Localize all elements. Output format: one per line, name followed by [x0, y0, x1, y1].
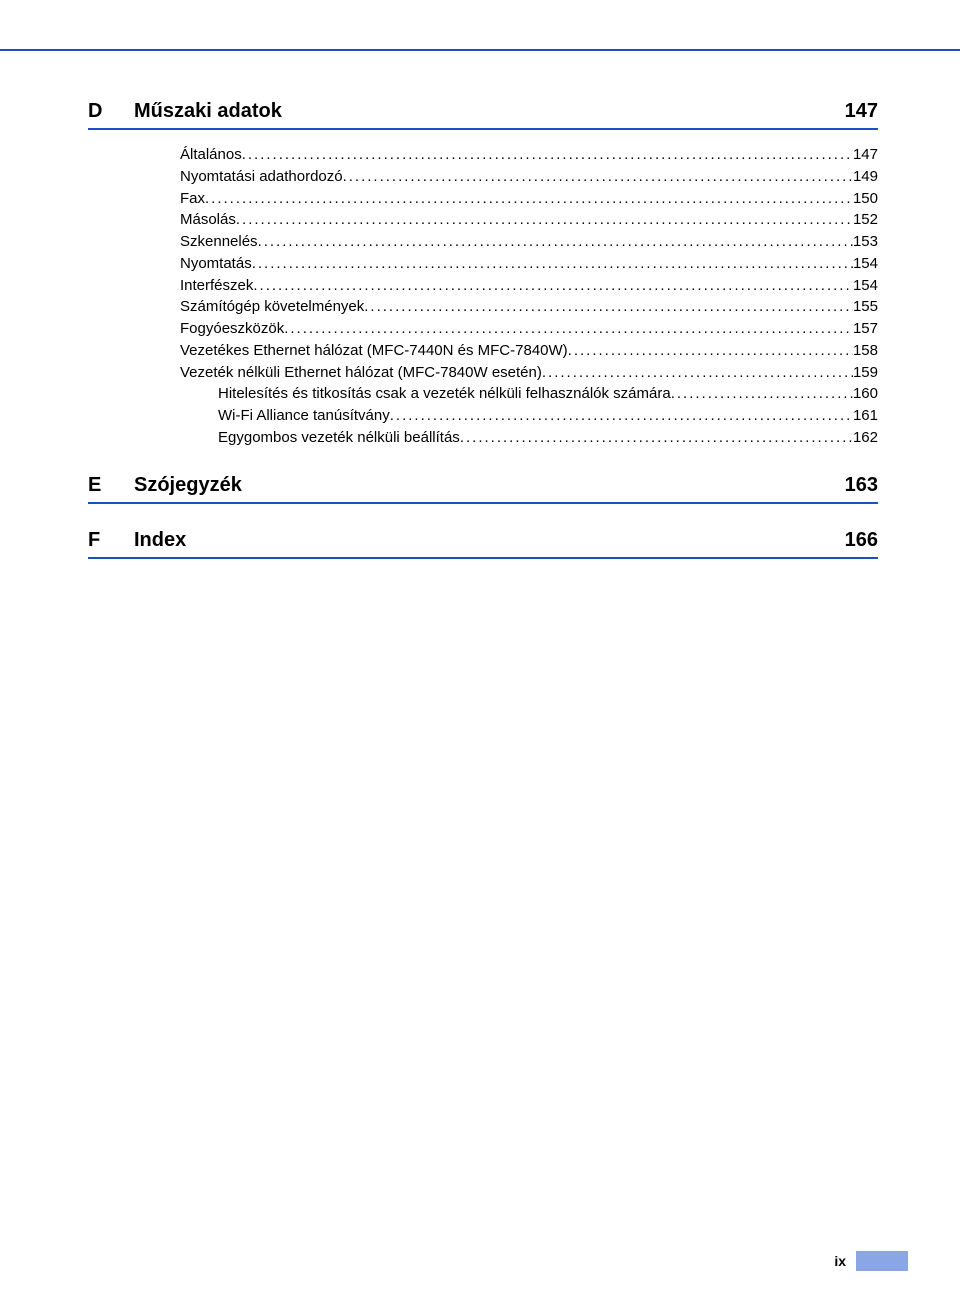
toc-entry: Fax 150: [180, 188, 878, 210]
toc-entry-page[interactable]: 157: [853, 318, 878, 340]
toc-entry: Vezetékes Ethernet hálózat (MFC-7440N és…: [180, 340, 878, 362]
toc-entry: Szkennelés 153: [180, 231, 878, 253]
toc-entry: Egygombos vezeték nélküli beállítás 162: [180, 427, 878, 449]
toc-entry-page[interactable]: 154: [853, 275, 878, 297]
section-page[interactable]: 166: [845, 529, 878, 552]
toc-entry-page[interactable]: 158: [853, 340, 878, 362]
toc-section-D: D Műszaki adatok 147 Általános 147 Nyomta…: [88, 100, 878, 449]
toc-dots: [284, 318, 853, 340]
toc-dots: [252, 253, 853, 275]
toc-dots: [390, 405, 853, 427]
toc-entry-page[interactable]: 162: [853, 427, 878, 449]
toc-entry-label[interactable]: Fogyóeszközök: [180, 318, 284, 340]
toc-dots: [568, 340, 853, 362]
toc-entry-label[interactable]: Interfészek: [180, 275, 253, 297]
toc-entry-page[interactable]: 147: [853, 144, 878, 166]
toc-entry-label[interactable]: Általános: [180, 144, 242, 166]
toc-content: D Műszaki adatok 147 Általános 147 Nyomta…: [88, 100, 878, 584]
toc-section-E: E Szójegyzék 163: [88, 474, 878, 504]
toc-entry-page[interactable]: 155: [853, 296, 878, 318]
toc-entry: Számítógép követelmények 155: [180, 296, 878, 318]
toc-entry-label[interactable]: Nyomtatás: [180, 253, 252, 275]
toc-dots: [236, 209, 853, 231]
section-page[interactable]: 147: [845, 100, 878, 123]
toc-entry: Interfészek 154: [180, 275, 878, 297]
section-title[interactable]: Szójegyzék: [134, 474, 845, 497]
toc-dots: [364, 296, 853, 318]
toc-entry-label[interactable]: Vezeték nélküli Ethernet hálózat (MFC-78…: [180, 362, 542, 384]
section-header: E Szójegyzék 163: [88, 474, 878, 504]
toc-entry: Vezeték nélküli Ethernet hálózat (MFC-78…: [180, 362, 878, 384]
section-title[interactable]: Műszaki adatok: [134, 100, 845, 123]
toc-section-F: F Index 166: [88, 529, 878, 559]
section-title[interactable]: Index: [134, 529, 845, 552]
toc-entry-label[interactable]: Szkennelés: [180, 231, 258, 253]
toc-entry-label[interactable]: Hitelesítés és titkosítás csak a vezeték…: [218, 383, 671, 405]
toc-entry-page[interactable]: 160: [853, 383, 878, 405]
top-rule: [0, 49, 960, 51]
toc-entry-label[interactable]: Számítógép követelmények: [180, 296, 364, 318]
toc-dots: [205, 188, 853, 210]
toc-entry-page[interactable]: 152: [853, 209, 878, 231]
toc-entry-label[interactable]: Vezetékes Ethernet hálózat (MFC-7440N és…: [180, 340, 568, 362]
toc-entry: Másolás 152: [180, 209, 878, 231]
toc-entry: Nyomtatás 154: [180, 253, 878, 275]
toc-dots: [671, 383, 853, 405]
toc-entry-label[interactable]: Wi-Fi Alliance tanúsítvány: [218, 405, 390, 427]
toc-dots: [242, 144, 853, 166]
toc-entry: Wi-Fi Alliance tanúsítvány 161: [180, 405, 878, 427]
toc-entry-label[interactable]: Nyomtatási adathordozó: [180, 166, 343, 188]
toc-dots: [343, 166, 853, 188]
toc-dots: [542, 362, 853, 384]
section-page[interactable]: 163: [845, 474, 878, 497]
toc-entry: Fogyóeszközök 157: [180, 318, 878, 340]
page-number-area: ix: [834, 1251, 908, 1271]
toc-entry-label[interactable]: Egygombos vezeték nélküli beállítás: [218, 427, 460, 449]
toc-entry: Általános 147: [180, 144, 878, 166]
toc-dots: [253, 275, 853, 297]
toc-dots: [258, 231, 853, 253]
toc-entry-page[interactable]: 150: [853, 188, 878, 210]
page-tab: [856, 1251, 908, 1271]
toc-dots: [460, 427, 853, 449]
toc-entry-page[interactable]: 161: [853, 405, 878, 427]
section-header: F Index 166: [88, 529, 878, 559]
toc-entry-page[interactable]: 159: [853, 362, 878, 384]
section-entries: Általános 147 Nyomtatási adathordozó 149 F…: [180, 144, 878, 449]
toc-entry-label[interactable]: Fax: [180, 188, 205, 210]
section-letter: E: [88, 474, 134, 497]
page-number: ix: [834, 1253, 846, 1269]
toc-entry: Nyomtatási adathordozó 149: [180, 166, 878, 188]
toc-entry-page[interactable]: 149: [853, 166, 878, 188]
toc-entry-label[interactable]: Másolás: [180, 209, 236, 231]
toc-entry-page[interactable]: 154: [853, 253, 878, 275]
toc-entry: Hitelesítés és titkosítás csak a vezeték…: [180, 383, 878, 405]
section-header: D Műszaki adatok 147: [88, 100, 878, 130]
toc-entry-page[interactable]: 153: [853, 231, 878, 253]
section-letter: F: [88, 529, 134, 552]
section-letter: D: [88, 100, 134, 123]
